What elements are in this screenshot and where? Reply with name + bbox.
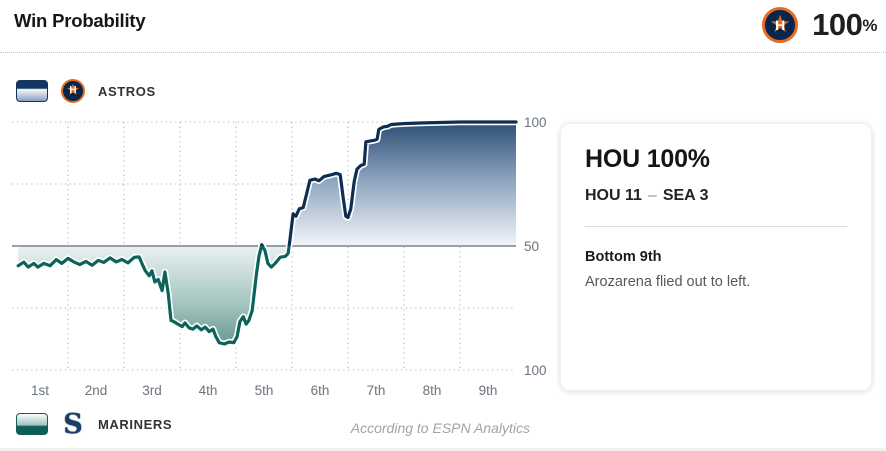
x-axis-label: 8th [423,383,442,398]
current-wp-value: 100% [812,7,877,42]
score-team1: HOU 11 [585,187,642,204]
card-play-description: Arozarena flied out to left. [585,274,751,290]
x-axis-label: 7th [367,383,386,398]
astros-h-mark: H [69,85,77,96]
card-headline: HOU 100% [585,145,710,173]
x-axis-label: 5th [255,383,274,398]
astros-logo: ★ H [61,79,85,103]
y-axis-label: 100 [524,363,547,378]
astros-star-icon: ★ [769,10,791,38]
y-axis-label: 100 [524,115,547,130]
x-axis-label: 2nd [85,383,108,398]
y-axis-label: 50 [524,239,539,254]
page-title: Win Probability [14,10,146,31]
x-axis-label: 3rd [142,383,162,398]
card-inning: Bottom 9th [585,249,662,265]
legend-astros: ★ H ASTROS [16,79,156,103]
wp-line-astros [259,120,518,246]
astros-star-icon: ★ [65,82,81,99]
mariners-logo: S [63,408,83,440]
card-divider [585,226,847,227]
score-team2: SEA 3 [662,187,709,204]
current-win-probability: ★ H 100% [762,7,877,43]
card-score: HOU 11– SEA 3 [585,187,847,205]
analytics-attribution: According to ESPN Analytics [350,420,530,436]
astros-logo: ★ H [762,7,799,43]
astros-probability-area [18,122,516,246]
astros-gradient-swatch [16,80,48,102]
wp-line-mariners [16,246,291,346]
mariners-legend-label: MARINERS [98,416,173,432]
legend-mariners: S MARINERS [16,410,172,438]
astros-legend-label: ASTROS [98,83,156,99]
astros-h-mark: H [775,17,786,33]
play-info-card: HOU 100% HOU 11– SEA 3 Bottom 9th Arozare… [560,123,872,391]
x-axis-label: 4th [199,383,218,398]
win-probability-chart[interactable]: 1st 2nd 3rd 4th 5th 6th 7th 8th 9th 100 50 100 [0,108,548,413]
x-axis-label: 9th [479,383,498,398]
score-dash: – [647,187,657,204]
x-axis-label: 1st [31,383,49,398]
header-divider [0,52,886,53]
chart-canvas[interactable]: 1st 2nd 3rd 4th 5th 6th 7th 8th 9th 100 50 100 [0,108,548,413]
mariners-gradient-swatch [16,413,48,435]
x-axis-label: 6th [311,383,330,398]
